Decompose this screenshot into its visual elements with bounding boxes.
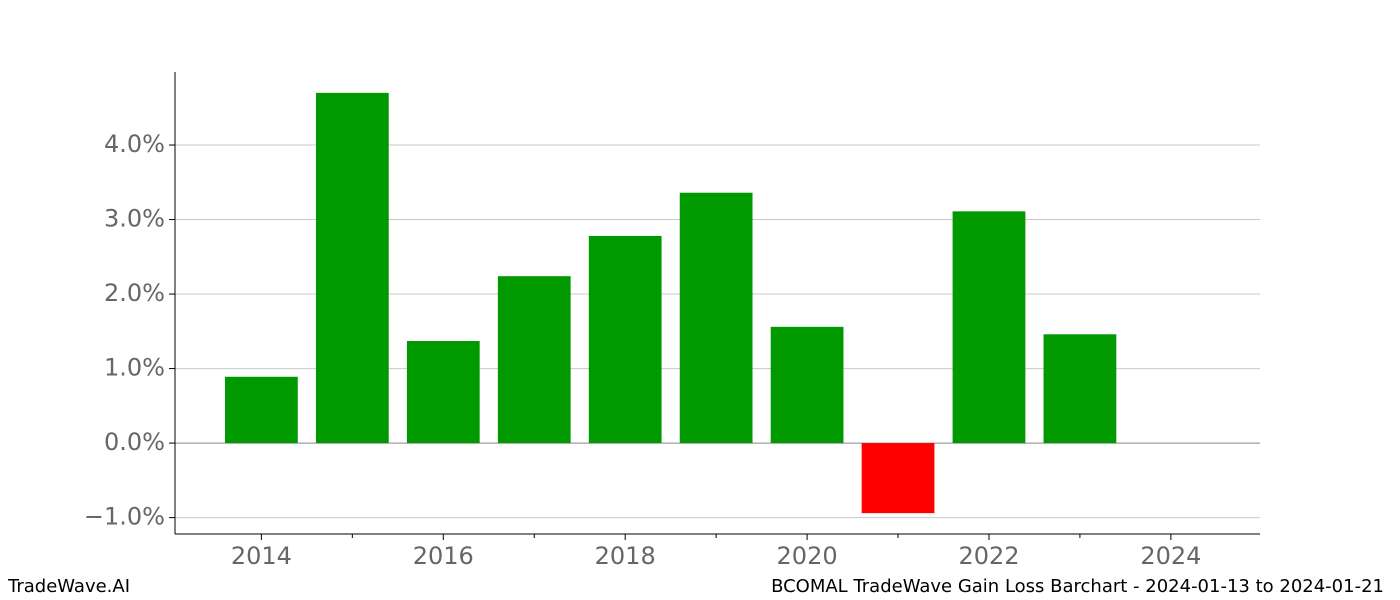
x-tick-label: 2020 [777,542,838,570]
y-tick-label: 1.0% [104,354,165,382]
y-tick-label: 2.0% [104,279,165,307]
bar [952,211,1026,444]
bar [225,376,298,444]
y-tick-label: 4.0% [104,130,165,158]
bar [679,192,753,444]
x-tick-label: 2022 [958,542,1019,570]
bar [1043,334,1117,444]
x-tick-label: 2024 [1140,542,1201,570]
chart-title: BCOMAL TradeWave Gain Loss Barchart - 20… [771,576,1384,597]
bar [588,235,662,444]
x-tick-label: 2016 [413,542,474,570]
x-tick-label: 2014 [231,542,292,570]
bar [861,443,935,514]
y-tick-label: 0.0% [104,428,165,456]
bar [770,326,844,444]
bar [315,92,389,444]
y-tick-label: −1.0% [84,503,165,531]
x-tick-label: 2018 [595,542,656,570]
y-tick-label: 3.0% [104,205,165,233]
bar [406,341,480,444]
bar [497,276,571,444]
source-label: TradeWave.AI [7,576,130,597]
